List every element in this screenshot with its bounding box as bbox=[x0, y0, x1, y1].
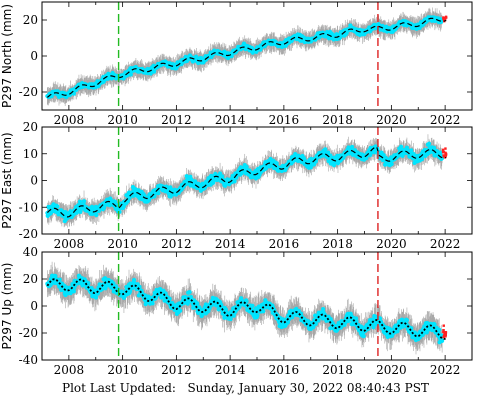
data-point bbox=[55, 204, 60, 209]
recent-point bbox=[442, 17, 446, 21]
data-point bbox=[274, 161, 279, 166]
y-axis-label-east: P297 East (mm) bbox=[0, 132, 14, 228]
y-tick-label: -10 bbox=[19, 200, 38, 214]
data-point bbox=[148, 71, 153, 76]
x-tick-label: 2010 bbox=[107, 113, 138, 127]
x-tick-label: 2018 bbox=[322, 113, 353, 127]
data-point bbox=[77, 199, 83, 204]
x-tick-label: 2016 bbox=[269, 237, 300, 251]
data-point bbox=[78, 209, 83, 214]
data-point bbox=[350, 144, 355, 150]
y-axis-label-north: P297 North (mm) bbox=[0, 4, 14, 108]
data-point bbox=[409, 148, 414, 153]
x-tick-label: 2014 bbox=[215, 113, 246, 127]
recent-points-east bbox=[441, 147, 448, 159]
plot-area-east bbox=[45, 134, 448, 228]
recent-point bbox=[444, 147, 447, 150]
recent-point bbox=[442, 16, 445, 19]
data-point bbox=[232, 179, 237, 184]
data-point bbox=[151, 69, 157, 74]
data-point bbox=[326, 150, 331, 155]
x-tick-label: 2022 bbox=[430, 237, 461, 251]
y-tick-label: -20 bbox=[19, 227, 38, 241]
x-tick-label: 2008 bbox=[54, 237, 85, 251]
data-point bbox=[389, 161, 394, 167]
y-tick-label: -20 bbox=[19, 85, 38, 99]
panel-north: 2008 2010 2012 2014 2016 2018 2020 2022 -20 0 20 P2… bbox=[0, 1, 473, 127]
panel-east: 2008 2010 2012 2014 2016 2018 2020 2022 -20 -10 0 1… bbox=[0, 120, 473, 251]
panel-up: 2008 2010 2012 2014 2016 2018 2020 2022-40-2002… bbox=[0, 245, 473, 377]
data-point bbox=[113, 199, 118, 204]
errorbars-up bbox=[47, 261, 443, 355]
errorbars-north bbox=[47, 7, 443, 107]
data-point bbox=[94, 212, 99, 218]
x-tick-label: 2012 bbox=[161, 113, 192, 127]
data-point bbox=[146, 198, 152, 203]
recent-point bbox=[442, 154, 445, 157]
recent-point bbox=[444, 153, 447, 157]
data-point bbox=[420, 156, 425, 162]
data-point bbox=[156, 190, 161, 196]
x-tick-label: 2020 bbox=[376, 237, 407, 251]
data-point bbox=[400, 153, 405, 158]
x-tick-label: 2020 bbox=[376, 113, 407, 127]
plot-area-north bbox=[45, 7, 448, 107]
data-point bbox=[217, 171, 223, 176]
y-tick-label: 20 bbox=[23, 120, 38, 134]
data-point bbox=[404, 145, 410, 150]
recent-point bbox=[442, 150, 446, 154]
data-point bbox=[399, 144, 404, 149]
x-tick-label: 2022 bbox=[430, 113, 461, 127]
datapoints-east bbox=[45, 141, 445, 224]
x-tick-label: 2010 bbox=[107, 237, 138, 251]
data-point bbox=[128, 72, 133, 77]
plot-area-up bbox=[45, 261, 448, 355]
recent-point bbox=[441, 148, 445, 152]
data-point bbox=[432, 145, 437, 150]
recent-point bbox=[444, 16, 448, 19]
data-point bbox=[323, 147, 328, 152]
x-tick-label: 2018 bbox=[322, 237, 353, 251]
y-tick-label: 10 bbox=[23, 147, 38, 161]
y-tick-label: 20 bbox=[23, 13, 38, 27]
errorbars-east bbox=[47, 134, 443, 228]
y-tick-label: 0 bbox=[30, 174, 38, 188]
data-point bbox=[211, 180, 216, 185]
model-fit-line-north bbox=[46, 17, 447, 98]
data-point bbox=[81, 199, 87, 204]
x-tick-label: 2014 bbox=[215, 237, 246, 251]
model-fit-line-east bbox=[46, 146, 447, 218]
x-tick-label: 2016 bbox=[269, 113, 300, 127]
x-tick-label: 2012 bbox=[161, 237, 192, 251]
y-tick-label: 0 bbox=[30, 49, 38, 63]
data-point bbox=[71, 91, 76, 96]
data-point bbox=[426, 141, 432, 146]
x-tick-label: 2008 bbox=[54, 113, 85, 127]
